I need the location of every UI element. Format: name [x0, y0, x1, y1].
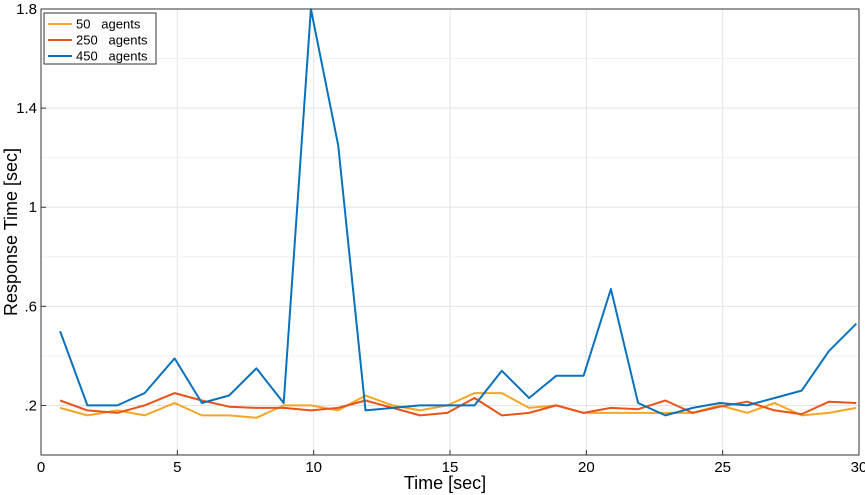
legend-label: 50 agents [76, 17, 141, 32]
x-tick-label: 0 [37, 459, 45, 476]
x-axis-label: Time [sec] [404, 473, 486, 493]
legend-label: 250 agents [76, 33, 148, 48]
x-tick-label: 25 [714, 459, 731, 476]
series-line-3 [59, 8, 858, 417]
legend-label: 450 agents [76, 49, 148, 64]
y-tick-label: .2 [24, 397, 37, 414]
y-tick-label: 1.4 [16, 100, 37, 117]
x-tick-label: 15 [442, 459, 459, 476]
series-layer [59, 8, 858, 419]
y-tick-label: .6 [24, 298, 37, 315]
x-tick-label: 30 [851, 459, 865, 476]
y-axis-ticks: .2 .6 1 1.4 1.8 [16, 1, 46, 414]
grid-lines [40, 8, 860, 455]
y-axis-label: Response Time [sec] [1, 148, 21, 316]
x-tick-label: 5 [173, 459, 181, 476]
y-tick-label: 1 [29, 199, 37, 216]
x-tick-label: 20 [578, 459, 595, 476]
x-tick-label: 10 [305, 459, 322, 476]
y-tick-label: 1.8 [16, 1, 37, 18]
x-axis-ticks: 0 5 10 15 20 25 30 [37, 450, 865, 476]
